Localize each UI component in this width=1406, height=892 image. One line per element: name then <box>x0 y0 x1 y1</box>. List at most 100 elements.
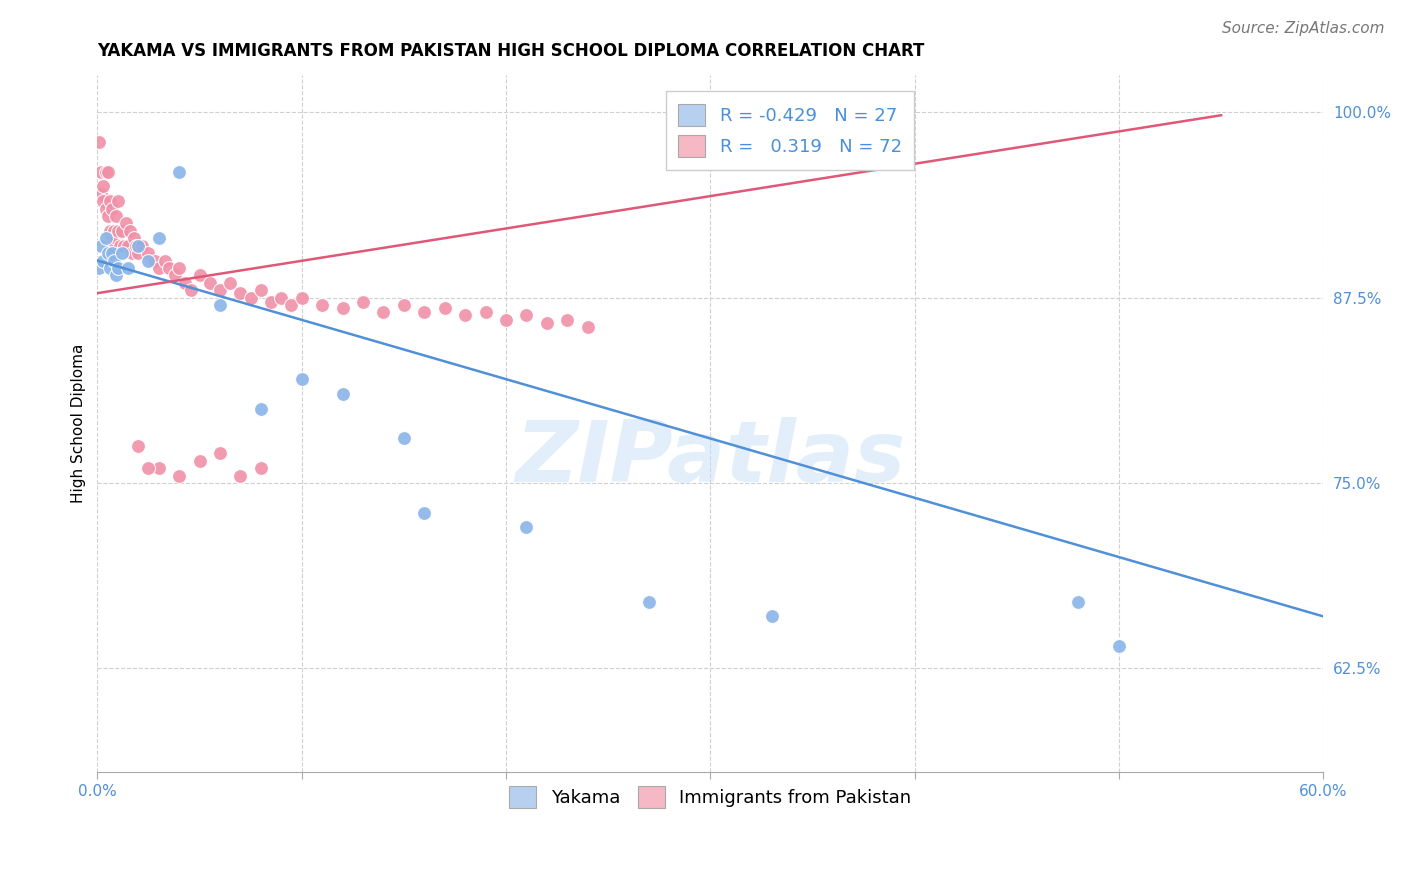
Point <box>100 246 122 260</box>
Point <box>576 320 599 334</box>
Point <box>90 238 112 252</box>
Point <box>104 209 127 223</box>
Point <box>167 164 190 178</box>
Point <box>291 291 314 305</box>
Point <box>97 246 120 260</box>
Point <box>474 305 496 319</box>
Point <box>90 164 112 178</box>
Point <box>433 301 456 315</box>
Point <box>208 283 231 297</box>
Point <box>104 231 127 245</box>
Point <box>198 276 221 290</box>
Point <box>515 520 537 534</box>
Point <box>143 253 166 268</box>
Point <box>174 276 197 290</box>
Point <box>373 305 395 319</box>
Point <box>1067 594 1090 608</box>
Point <box>138 246 160 260</box>
Point <box>638 594 661 608</box>
Point <box>115 217 138 231</box>
Legend: Yakama, Immigrants from Pakistan: Yakama, Immigrants from Pakistan <box>502 779 920 815</box>
Point <box>1108 639 1130 653</box>
Point <box>100 202 122 216</box>
Point <box>219 276 242 290</box>
Text: ZIPatlas: ZIPatlas <box>515 417 905 500</box>
Point <box>392 298 415 312</box>
Point <box>555 313 578 327</box>
Point <box>100 231 122 245</box>
Point <box>332 301 354 315</box>
Point <box>107 194 129 209</box>
Point <box>103 253 125 268</box>
Point <box>138 461 160 475</box>
Point <box>180 283 202 297</box>
Text: YAKAMA VS IMMIGRANTS FROM PAKISTAN HIGH SCHOOL DIPLOMA CORRELATION CHART: YAKAMA VS IMMIGRANTS FROM PAKISTAN HIGH … <box>97 42 925 60</box>
Point <box>239 291 262 305</box>
Point <box>280 298 302 312</box>
Point <box>311 298 333 312</box>
Point <box>98 194 121 209</box>
Point <box>167 260 190 275</box>
Point <box>413 305 436 319</box>
Point <box>111 224 134 238</box>
Point <box>131 238 153 252</box>
Point <box>148 461 170 475</box>
Point <box>112 238 135 252</box>
Point <box>536 316 558 330</box>
Point <box>117 260 139 275</box>
Point <box>117 238 139 252</box>
Point <box>121 246 143 260</box>
Point <box>90 186 112 201</box>
Point <box>761 609 783 624</box>
Point <box>93 179 115 194</box>
Point <box>103 224 125 238</box>
Point <box>104 268 127 283</box>
Point <box>208 298 231 312</box>
Point <box>97 209 120 223</box>
Point <box>163 268 186 283</box>
Point <box>249 283 271 297</box>
Point <box>157 260 180 275</box>
Point <box>249 401 271 416</box>
Point <box>188 453 211 467</box>
Point <box>249 461 271 475</box>
Point <box>89 260 111 275</box>
Point <box>94 202 117 216</box>
Point <box>148 260 170 275</box>
Point <box>413 506 436 520</box>
Point <box>291 372 314 386</box>
Point <box>125 238 148 252</box>
Point <box>93 253 115 268</box>
Point <box>111 246 134 260</box>
Point <box>148 231 170 245</box>
Point <box>515 309 537 323</box>
Point <box>98 260 121 275</box>
Point <box>89 135 111 149</box>
Point <box>352 295 374 310</box>
Point <box>260 295 283 310</box>
Point <box>103 238 125 252</box>
Point <box>94 231 117 245</box>
Point <box>93 194 115 209</box>
Point <box>97 164 120 178</box>
Point <box>392 432 415 446</box>
Point <box>108 238 131 252</box>
Point <box>167 468 190 483</box>
Point <box>98 224 121 238</box>
Point <box>122 231 145 245</box>
Point <box>107 224 129 238</box>
Point <box>495 313 517 327</box>
Point <box>118 224 141 238</box>
Point <box>332 387 354 401</box>
Point <box>188 268 211 283</box>
Point <box>270 291 292 305</box>
Point <box>127 439 149 453</box>
Point <box>138 253 160 268</box>
Point <box>153 253 176 268</box>
Point <box>94 164 117 178</box>
Point <box>454 309 477 323</box>
Point <box>208 446 231 460</box>
Text: Source: ZipAtlas.com: Source: ZipAtlas.com <box>1222 21 1385 36</box>
Point <box>107 260 129 275</box>
Point <box>229 286 252 301</box>
